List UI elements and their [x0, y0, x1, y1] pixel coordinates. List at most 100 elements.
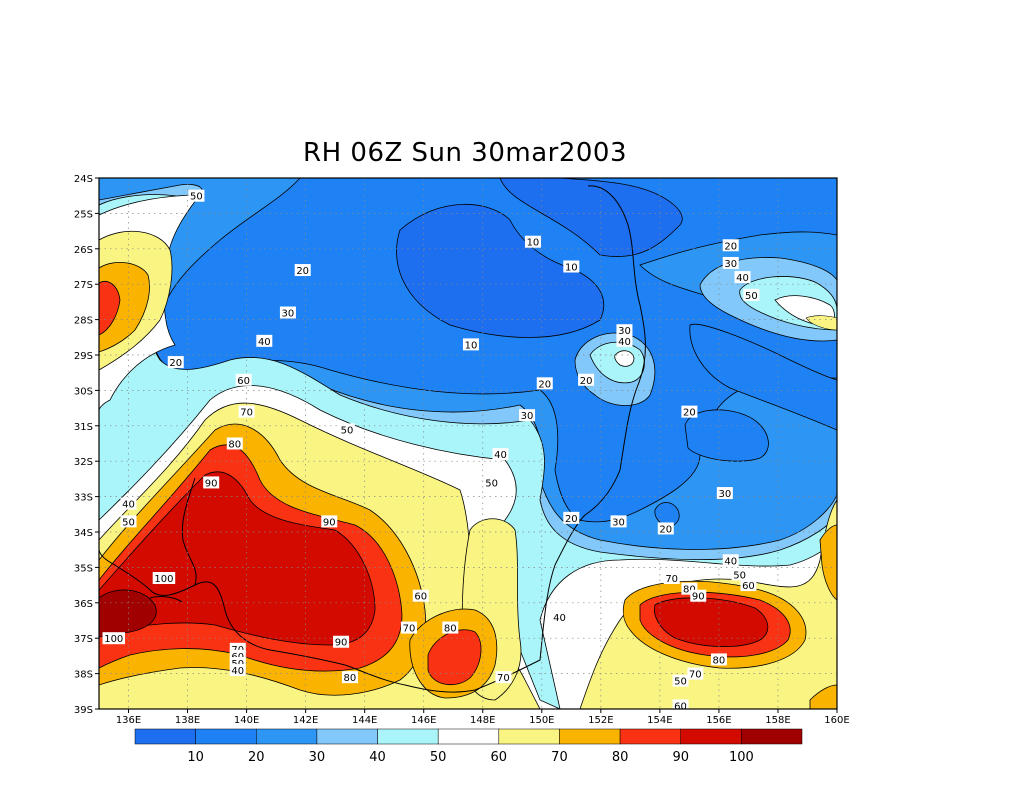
lat-tick-label: 37S	[74, 634, 93, 645]
contour-label: 90	[205, 478, 218, 489]
lon-tick-label: 144E	[352, 715, 377, 726]
contour-label-bg	[616, 334, 633, 347]
contour-label-bg	[400, 621, 417, 634]
contour-label: 90	[323, 517, 336, 528]
colorbar-label: 100	[729, 750, 754, 765]
colorbar-label: 40	[369, 750, 386, 765]
contour-label: 60	[237, 376, 250, 387]
rh-80-90-nw	[99, 281, 121, 336]
contour-label: 90	[335, 638, 348, 649]
lon-tick-label: 160E	[824, 715, 849, 726]
colorbar-swatch	[619, 728, 681, 745]
contour-label: 40	[553, 613, 566, 624]
contour-label-bg	[578, 373, 595, 386]
contour-field	[99, 178, 837, 709]
contour-label: 20	[565, 514, 578, 525]
contour-label-bg	[338, 423, 355, 436]
contour-label: 20	[683, 408, 696, 419]
lon-tick-label: 148E	[470, 715, 495, 726]
lat-tick-label: 36S	[74, 599, 93, 610]
contour-label: 50	[485, 478, 498, 489]
rh-low-154e	[654, 502, 680, 527]
contour-label-bg	[722, 554, 739, 567]
colorbar: 10 20 30 40 50 60 70 80 90 100	[134, 728, 803, 765]
contour-label: 70	[689, 670, 702, 681]
contour-label-bg	[412, 589, 429, 602]
contour-label: 40	[618, 337, 631, 348]
colorbar-swatch	[377, 728, 439, 745]
lon-tick-label: 138E	[175, 715, 200, 726]
contour-label-bg	[681, 405, 698, 418]
contour-label: 30	[618, 326, 631, 337]
lat-tick-label: 27S	[74, 280, 93, 291]
colorbar-label: 70	[551, 750, 568, 765]
colorbar-label: 30	[309, 750, 326, 765]
contour-label: 60	[674, 701, 687, 712]
axis-ticks: 24S 25S 26S 27S 28S 29S 30S 31S 32S 33S 34S 35S 36S 3…	[74, 174, 850, 726]
contour-label-bg	[740, 579, 757, 592]
colorbar-swatch	[195, 728, 257, 745]
colorbar-label: 60	[491, 750, 508, 765]
lat-tick-label: 34S	[74, 528, 93, 539]
contour-label: 100	[154, 574, 173, 585]
contour-label: 60	[414, 592, 427, 603]
colorbar-label: 10	[187, 750, 204, 765]
contour-label-bg	[333, 635, 350, 648]
colorbar-swatch	[741, 728, 803, 745]
contour-label-bg	[188, 189, 205, 202]
contour-label: 30	[282, 309, 295, 320]
lat-tick-label: 30S	[74, 386, 93, 397]
contour-label-bg	[710, 653, 727, 666]
contour-label-bg	[610, 515, 627, 528]
contour-label: 30	[612, 517, 625, 528]
contour-label-bg	[167, 356, 184, 369]
contour-label-bg	[495, 671, 512, 684]
rh-70-80-se2	[809, 684, 837, 709]
rh-80-90-146e	[427, 629, 482, 686]
contour-label: 70	[403, 624, 416, 635]
contour-label-bg	[519, 409, 536, 422]
contour-label: 80	[713, 655, 726, 666]
contour-label: 20	[538, 379, 551, 390]
lat-tick-label: 38S	[74, 670, 93, 681]
contour-label-bg	[734, 271, 751, 284]
contour-label-bg	[731, 568, 748, 581]
contour-label: 100	[104, 634, 123, 645]
contour-label-bg	[687, 667, 704, 680]
contour-label: 80	[228, 440, 241, 451]
contour-label: 50	[745, 291, 758, 302]
contour-label-bg	[321, 515, 338, 528]
contour-label: 40	[122, 500, 135, 511]
contour-label: 90	[692, 592, 705, 603]
contour-label: 10	[465, 340, 478, 351]
rh-ne-eddy-yellow	[805, 315, 837, 331]
colorbar-swatch	[134, 728, 196, 745]
contour-label-bg	[663, 572, 680, 585]
contour-label-bg	[256, 334, 273, 347]
lon-tick-label: 156E	[706, 715, 731, 726]
contour-label-bg	[483, 476, 500, 489]
gulf-outline	[181, 477, 197, 586]
lat-tick-label: 35S	[74, 563, 93, 574]
colorbar-swatch	[437, 728, 500, 745]
contour-label: 20	[724, 241, 737, 252]
lon-tick-label: 140E	[234, 715, 259, 726]
contour-label-bg	[102, 632, 126, 645]
contour-label-bg	[616, 324, 633, 337]
contour-label-bg	[442, 621, 459, 634]
contour-label: 80	[683, 585, 696, 596]
lon-tick-label: 142E	[293, 715, 318, 726]
contour-label-bg	[279, 306, 296, 319]
contour-label-bg	[563, 260, 580, 273]
contour-label-bg	[120, 515, 137, 528]
rh-under-10-region	[499, 178, 683, 257]
lon-tick-label: 152E	[588, 715, 613, 726]
contour-label: 70	[240, 408, 253, 419]
contour-label: 30	[724, 259, 737, 270]
contour-label: 50	[122, 517, 135, 528]
contour-label-bg	[536, 377, 553, 390]
rh-eddy-152e-core	[614, 350, 635, 367]
plot-frame	[98, 177, 838, 710]
plot-title: RH 06Z Sun 30mar2003	[303, 138, 627, 168]
